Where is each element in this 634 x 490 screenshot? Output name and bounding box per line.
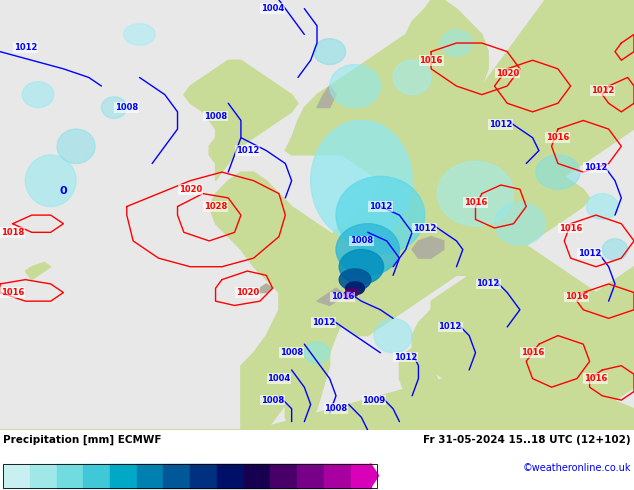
- Ellipse shape: [437, 161, 514, 226]
- Ellipse shape: [314, 39, 346, 65]
- Bar: [297, 464, 324, 488]
- Text: 1016: 1016: [464, 197, 487, 207]
- Text: 1012: 1012: [413, 223, 436, 233]
- Ellipse shape: [393, 60, 431, 95]
- Text: 1012: 1012: [312, 318, 335, 327]
- Bar: [3, 464, 377, 488]
- Ellipse shape: [336, 224, 399, 275]
- Bar: [351, 464, 370, 488]
- Ellipse shape: [124, 24, 155, 45]
- Polygon shape: [25, 263, 51, 280]
- Text: Fr 31-05-2024 15..18 UTC (12+102): Fr 31-05-2024 15..18 UTC (12+102): [424, 435, 631, 445]
- Bar: [110, 464, 137, 488]
- Polygon shape: [184, 60, 298, 181]
- Polygon shape: [285, 344, 330, 430]
- Polygon shape: [209, 172, 361, 430]
- Polygon shape: [317, 189, 476, 336]
- Text: 1012: 1012: [14, 43, 37, 52]
- Text: 1008: 1008: [261, 395, 284, 405]
- Ellipse shape: [344, 294, 351, 299]
- Text: 1008: 1008: [325, 404, 347, 413]
- Text: 1012: 1012: [489, 120, 512, 129]
- Ellipse shape: [344, 292, 354, 298]
- Text: 1012: 1012: [585, 163, 607, 172]
- Text: 1012: 1012: [578, 249, 601, 258]
- Ellipse shape: [336, 176, 425, 254]
- Polygon shape: [317, 86, 336, 108]
- Polygon shape: [412, 237, 444, 258]
- Text: 1028: 1028: [204, 202, 227, 211]
- Polygon shape: [285, 0, 488, 181]
- Polygon shape: [476, 267, 634, 430]
- Text: 1008: 1008: [115, 103, 138, 112]
- Text: Precipitation [mm] ECMWF: Precipitation [mm] ECMWF: [3, 435, 162, 445]
- Ellipse shape: [22, 82, 54, 108]
- Ellipse shape: [441, 30, 472, 56]
- Bar: [324, 464, 351, 488]
- Ellipse shape: [374, 318, 412, 353]
- Bar: [83, 464, 110, 488]
- Text: 1012: 1012: [591, 86, 614, 95]
- Text: 1018: 1018: [1, 228, 24, 237]
- Text: 1016: 1016: [1, 288, 24, 297]
- Text: 1016: 1016: [521, 348, 544, 357]
- Bar: [30, 464, 56, 488]
- Text: 1020: 1020: [179, 185, 202, 194]
- Bar: [217, 464, 243, 488]
- Ellipse shape: [586, 194, 618, 220]
- Ellipse shape: [330, 65, 380, 108]
- Polygon shape: [399, 344, 450, 430]
- Polygon shape: [393, 0, 634, 232]
- Text: 1008: 1008: [350, 236, 373, 245]
- Polygon shape: [368, 121, 590, 275]
- Bar: [164, 464, 190, 488]
- Polygon shape: [412, 241, 602, 396]
- FancyArrow shape: [370, 464, 378, 488]
- Text: 0: 0: [60, 186, 67, 196]
- Text: 1012: 1012: [369, 202, 392, 211]
- Polygon shape: [317, 288, 342, 305]
- Text: 1016: 1016: [585, 374, 607, 383]
- Ellipse shape: [101, 97, 127, 118]
- Bar: [270, 464, 297, 488]
- Polygon shape: [0, 370, 634, 430]
- Ellipse shape: [346, 288, 358, 297]
- Text: 1016: 1016: [420, 56, 443, 65]
- Bar: [243, 464, 270, 488]
- Text: 1016: 1016: [559, 223, 582, 233]
- Text: 1012: 1012: [439, 322, 462, 331]
- Ellipse shape: [25, 155, 76, 206]
- Text: 1008: 1008: [204, 112, 227, 121]
- Ellipse shape: [304, 342, 330, 364]
- Text: 1009: 1009: [363, 395, 385, 405]
- Text: 1012: 1012: [236, 146, 259, 155]
- Text: ©weatheronline.co.uk: ©weatheronline.co.uk: [522, 463, 631, 473]
- Text: 1004: 1004: [261, 4, 284, 13]
- Bar: [56, 464, 83, 488]
- Ellipse shape: [339, 249, 384, 284]
- Ellipse shape: [346, 282, 365, 294]
- Text: 1012: 1012: [394, 353, 417, 362]
- Polygon shape: [254, 284, 273, 293]
- Text: 1016: 1016: [547, 133, 569, 142]
- Ellipse shape: [536, 155, 580, 189]
- Text: 1020: 1020: [236, 288, 259, 297]
- Ellipse shape: [311, 121, 412, 241]
- Text: 1016: 1016: [331, 293, 354, 301]
- Text: 1008: 1008: [280, 348, 303, 357]
- Ellipse shape: [495, 202, 545, 245]
- Text: 1016: 1016: [566, 293, 588, 301]
- Bar: [137, 464, 164, 488]
- Bar: [3, 464, 30, 488]
- Bar: [190, 464, 217, 488]
- Ellipse shape: [57, 129, 95, 164]
- Ellipse shape: [602, 239, 628, 260]
- Text: 1020: 1020: [496, 69, 519, 77]
- Text: 1004: 1004: [268, 374, 290, 383]
- Ellipse shape: [339, 269, 371, 291]
- Text: 1012: 1012: [477, 279, 500, 289]
